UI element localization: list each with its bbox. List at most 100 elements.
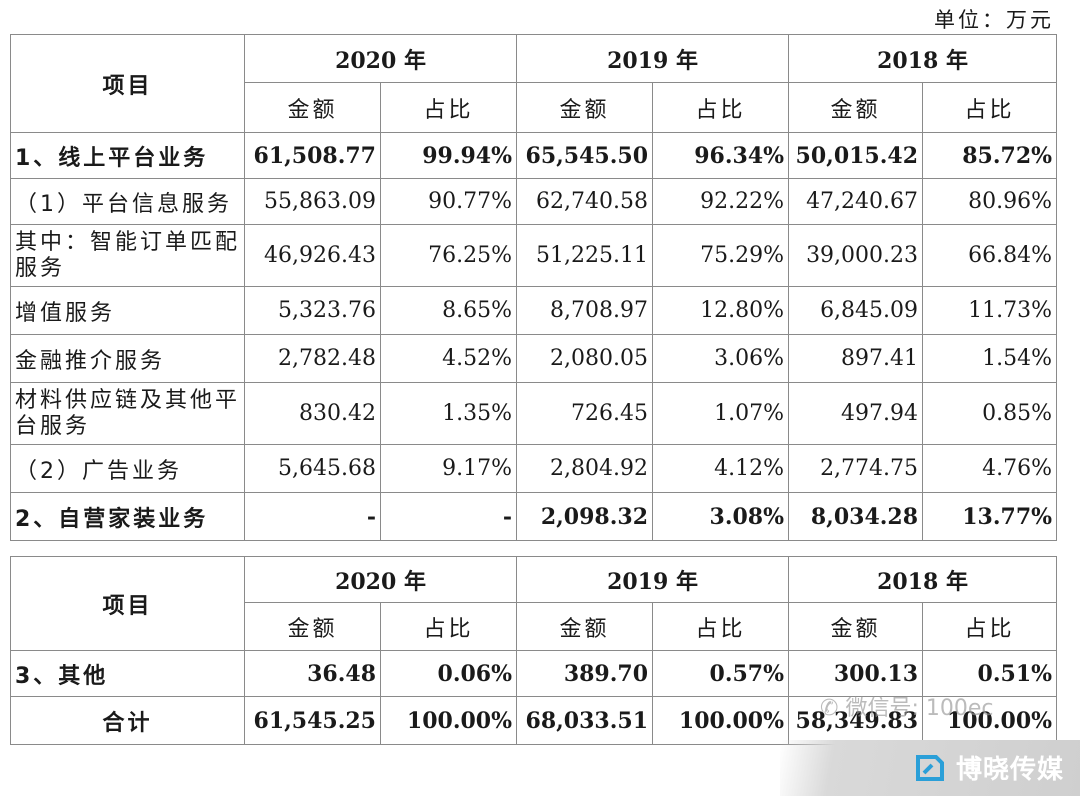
table-row: 3、其他 36.48 0.06% 389.70 0.57% 300.13 0.5… [10,650,1058,697]
cell-value: 2,080.05 [516,334,654,383]
revenue-table-main: 项目 2020 年 2019 年 2018 年 金额 占比 金额 占比 金额 占… [10,34,1058,541]
cell-value: 92.22% [652,178,790,225]
cell-value: 5,645.68 [244,444,381,493]
cell-value: 65,545.50 [516,132,654,179]
header-ratio: 占比 [652,82,790,133]
table-row: 金融推介服务 2,782.48 4.52% 2,080.05 3.06% 897… [10,334,1058,383]
header-ratio: 占比 [922,602,1058,651]
unit-label: 单位：万元 [934,8,1054,32]
cell-value: 100.00% [922,696,1058,745]
table-row: 合计 61,545.25 100.00% 68,033.51 100.00% 5… [10,696,1058,745]
cell-value: 61,545.25 [244,696,381,745]
header-item: 项目 [10,556,245,651]
row-label: 其中：智能订单匹配服务 [10,224,245,287]
brand-watermark: 博晓传媒 [914,749,1064,786]
revenue-table-other: 项目 2020 年 2019 年 2018 年 金额 占比 金额 占比 金额 占… [10,556,1058,745]
cell-value: 13.77% [922,492,1058,541]
cell-value: 1.35% [379,382,518,445]
cell-value: 3.06% [652,334,790,383]
header-amount: 金额 [788,82,924,133]
cell-value: 4.76% [922,444,1058,493]
cell-value: 6,845.09 [788,286,924,335]
cell-value: 8.65% [379,286,518,335]
cell-value: 2,782.48 [244,334,381,383]
header-amount: 金额 [788,602,924,651]
wechat-watermark: ✆ 微信号: 100ec [820,690,993,722]
cell-value: 68,033.51 [516,696,654,745]
cell-value: 76.25% [379,224,518,287]
cell-value: 830.42 [244,382,381,445]
table-row: 增值服务 5,323.76 8.65% 8,708.97 12.80% 6,84… [10,286,1058,335]
header-year-2020: 2020 年 [243,556,518,603]
wechat-icon: ✆ [820,696,839,721]
cell-value: 0.51% [922,650,1058,697]
table-row: 材料供应链及其他平台服务 830.42 1.35% 726.45 1.07% 4… [10,382,1058,445]
cell-value: 99.94% [379,132,518,179]
cell-value: 8,708.97 [516,286,654,335]
header-amount: 金额 [244,82,381,133]
cell-value: 497.94 [788,382,924,445]
cell-value: 80.96% [922,178,1058,225]
cell-value: 58,349.83 [788,696,924,745]
cell-value: 2,774.75 [788,444,924,493]
cell-value: 100.00% [652,696,790,745]
cell-value: 0.06% [379,650,518,697]
cell-value: 36.48 [244,650,381,697]
wechat-watermark-text: 微信号: 100ec [845,696,994,721]
table-row: 2、自营家装业务 - - 2,098.32 3.08% 8,034.28 13.… [10,492,1058,541]
cell-value: 46,926.43 [244,224,381,287]
cell-value: 12.80% [652,286,790,335]
cell-value: 1.07% [652,382,790,445]
cell-value: - [379,492,518,541]
table-row: （2）广告业务 5,645.68 9.17% 2,804.92 4.12% 2,… [10,444,1058,493]
cell-value: 2,804.92 [516,444,654,493]
table-row: 其中：智能订单匹配服务 46,926.43 76.25% 51,225.11 7… [10,224,1058,287]
cell-value: 62,740.58 [516,178,654,225]
row-label: （2）广告业务 [10,444,245,493]
cell-value: - [244,492,381,541]
header-amount: 金额 [516,602,654,651]
cell-value: 0.85% [922,382,1058,445]
row-label: 材料供应链及其他平台服务 [10,382,245,445]
row-label: 增值服务 [10,286,245,335]
cell-value: 39,000.23 [788,224,924,287]
header-amount: 金额 [244,602,381,651]
header-year-2020: 2020 年 [243,34,518,83]
cell-value: 4.52% [379,334,518,383]
cell-value: 61,508.77 [244,132,381,179]
cell-value: 66.84% [922,224,1058,287]
cell-value: 8,034.28 [788,492,924,541]
header-ratio: 占比 [922,82,1058,133]
cell-value: 85.72% [922,132,1058,179]
header-year-2018: 2018 年 [788,556,1058,603]
brand-logo-icon [915,754,944,781]
cell-value: 726.45 [516,382,654,445]
cell-value: 300.13 [788,650,924,697]
cell-value: 5,323.76 [244,286,381,335]
row-label: （1）平台信息服务 [10,178,245,225]
row-label-total: 合计 [10,696,245,745]
cell-value: 51,225.11 [516,224,654,287]
row-label: 金融推介服务 [10,334,245,383]
table-row: （1）平台信息服务 55,863.09 90.77% 62,740.58 92.… [10,178,1058,225]
cell-value: 3.08% [652,492,790,541]
header-ratio: 占比 [379,82,518,133]
cell-value: 50,015.42 [788,132,924,179]
table-row: 1、线上平台业务 61,508.77 99.94% 65,545.50 96.3… [10,132,1058,179]
cell-value: 4.12% [652,444,790,493]
cell-value: 90.77% [379,178,518,225]
cell-value: 0.57% [652,650,790,697]
header-year-2019: 2019 年 [516,34,790,83]
cell-value: 11.73% [922,286,1058,335]
cell-value: 100.00% [379,696,518,745]
cell-value: 897.41 [788,334,924,383]
cell-value: 75.29% [652,224,790,287]
cell-value: 9.17% [379,444,518,493]
cell-value: 2,098.32 [516,492,654,541]
row-label: 1、线上平台业务 [10,132,245,179]
cell-value: 96.34% [652,132,790,179]
header-item: 项目 [10,34,245,133]
header-amount: 金额 [516,82,654,133]
header-year-2018: 2018 年 [788,34,1058,83]
cell-value: 55,863.09 [244,178,381,225]
